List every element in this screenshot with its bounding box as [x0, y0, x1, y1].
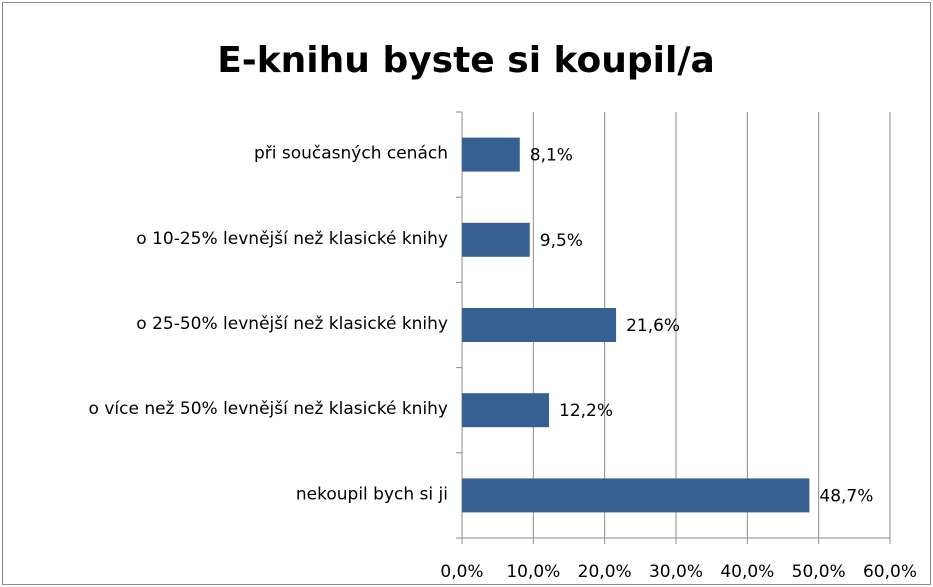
bar [462, 478, 810, 513]
data-label: 21,6% [626, 316, 680, 336]
y-tick-label: nekoupil bych si ji [296, 484, 448, 504]
bar [462, 222, 530, 257]
x-tick-label: 40,0% [720, 562, 774, 582]
data-label: 8,1% [530, 146, 573, 166]
data-label: 12,2% [559, 401, 613, 421]
bar [462, 393, 550, 428]
x-tick-label: 60,0% [863, 562, 917, 582]
y-tick-label: při současných cenách [254, 144, 448, 164]
chart-title: E-knihu byste si koupil/a [217, 40, 715, 81]
bar [462, 308, 617, 342]
y-tick-label: o 10-25% levnější než klasické knihy [136, 229, 448, 249]
y-tick-label: o více než 50% levnější než klasické kni… [89, 399, 448, 419]
x-tick-label: 30,0% [649, 562, 703, 582]
bar [462, 137, 520, 172]
x-tick-label: 0,0% [440, 562, 483, 582]
y-tick-label: o 25-50% levnější než klasické knihy [136, 314, 448, 334]
data-label: 48,7% [819, 486, 873, 506]
x-tick-label: 50,0% [792, 562, 846, 582]
data-label: 9,5% [540, 231, 583, 251]
x-tick-label: 10,0% [506, 562, 560, 582]
x-tick-label: 20,0% [578, 562, 632, 582]
